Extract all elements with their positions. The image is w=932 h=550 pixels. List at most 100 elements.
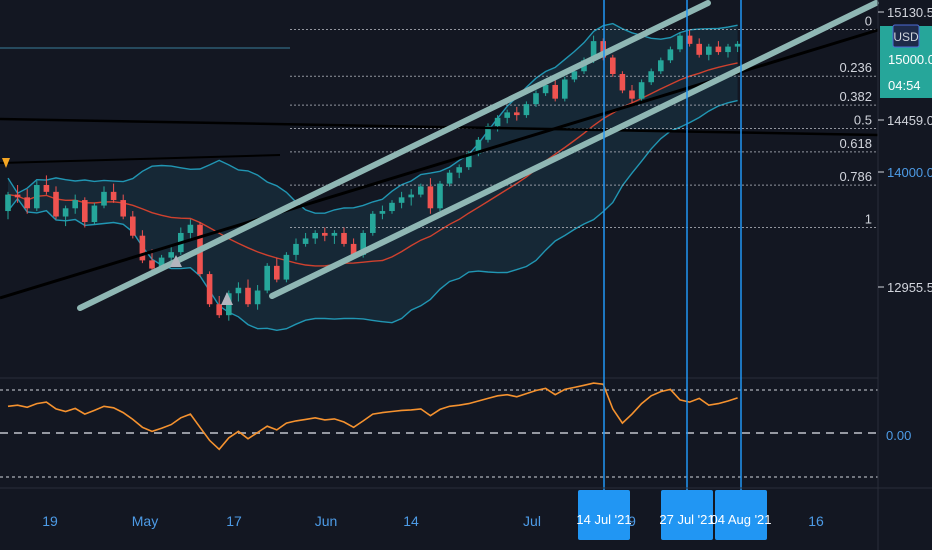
- candle: [629, 84, 635, 105]
- candle-body: [14, 194, 21, 198]
- candle: [312, 230, 318, 244]
- candle: [91, 202, 98, 225]
- candle-body: [5, 194, 11, 212]
- candle: [619, 71, 626, 94]
- candle-body: [706, 46, 712, 55]
- candle: [638, 79, 645, 102]
- candle: [686, 30, 693, 47]
- candle-body: [302, 238, 309, 244]
- candle-body: [274, 265, 280, 280]
- candle: [427, 178, 434, 214]
- candle: [734, 41, 741, 53]
- candles: [5, 30, 741, 321]
- candle: [341, 227, 347, 247]
- price-tick-label: 14000.00: [887, 165, 932, 180]
- candle-body: [34, 185, 40, 209]
- candle: [283, 252, 290, 283]
- date-marker-badge: [578, 490, 630, 540]
- candle-body: [389, 202, 395, 212]
- candle-body: [619, 74, 626, 91]
- candle: [677, 32, 683, 53]
- candle-body: [542, 84, 549, 94]
- currency-label: USD: [893, 30, 919, 44]
- price-tick-label: 14459.00: [887, 113, 932, 128]
- time-axis-label: Jul: [523, 513, 541, 529]
- candle-body: [350, 243, 357, 255]
- time-axis[interactable]: 19 May 17 Jun 14 Jul 9 16: [0, 487, 932, 529]
- candle-body: [610, 57, 616, 74]
- candle: [34, 180, 40, 212]
- candle: [245, 279, 251, 307]
- candle-body: [283, 254, 290, 280]
- time-axis-label: 16: [808, 513, 824, 529]
- candle-body: [562, 79, 568, 99]
- candle-body: [331, 232, 338, 236]
- candle-body: [130, 216, 136, 236]
- candle-body: [293, 243, 299, 255]
- candle-body: [235, 287, 242, 294]
- candle: [62, 205, 69, 227]
- candle: [110, 183, 117, 203]
- candle-body: [216, 304, 222, 316]
- candle: [274, 257, 280, 283]
- candle-body: [552, 84, 558, 99]
- candle-body: [677, 35, 683, 50]
- fib-level-label: 0.382: [839, 89, 872, 104]
- candle-body: [139, 235, 146, 261]
- candle: [206, 271, 213, 307]
- candle-body: [62, 208, 69, 217]
- candle-body: [341, 232, 347, 244]
- candle-body: [254, 290, 261, 305]
- signal-arrow-down: [2, 158, 10, 168]
- candle: [715, 41, 722, 55]
- candle: [658, 57, 664, 74]
- candle: [485, 123, 491, 143]
- candle-body: [312, 232, 318, 239]
- date-marker-label: 14 Jul '21: [576, 512, 631, 527]
- candle: [216, 296, 222, 318]
- candle-body: [149, 260, 155, 269]
- trend-drawings[interactable]: [0, 0, 879, 311]
- candle: [322, 227, 328, 242]
- candle-body: [168, 252, 174, 258]
- candle: [82, 197, 88, 228]
- fib-level-label: 0: [865, 13, 872, 28]
- date-marker-badge: [661, 490, 713, 540]
- price-axis[interactable]: 15130.50 14459.00 14000.00 12955.50 15000.00…: [877, 0, 932, 550]
- candle: [130, 211, 136, 239]
- time-axis-label: May: [132, 513, 158, 529]
- candle-body: [418, 186, 424, 195]
- candle-body: [379, 211, 386, 214]
- candle: [514, 106, 520, 121]
- candle: [696, 38, 702, 58]
- candle: [5, 191, 11, 220]
- candle-body: [437, 183, 443, 209]
- candle: [446, 169, 453, 187]
- candle-body: [360, 232, 366, 255]
- candle-body: [245, 287, 251, 305]
- fibonacci-retracement[interactable]: 0 0.236 0.382 0.5 0.618 0.786 1: [0, 13, 878, 228]
- candle: [504, 109, 510, 124]
- candle: [437, 180, 443, 212]
- candle-body: [370, 213, 376, 233]
- date-marker-badge: [715, 490, 767, 540]
- candle-body: [514, 112, 520, 116]
- countdown-label: 04:54: [888, 78, 921, 93]
- last-price-value: 15000.00: [888, 52, 932, 67]
- candle-body: [475, 139, 482, 154]
- date-marker-label: 27 Jul '21: [659, 512, 714, 527]
- candle-body: [696, 43, 702, 55]
- time-axis-label: 14: [403, 513, 419, 529]
- candle-body: [725, 46, 731, 53]
- candle: [552, 79, 558, 102]
- signal-arrow-up: [170, 255, 182, 267]
- candle: [370, 211, 376, 236]
- candle-body: [158, 257, 165, 269]
- candle-body: [494, 117, 501, 127]
- candle: [389, 200, 395, 214]
- trend-line: [0, 154, 281, 164]
- candle-body: [82, 200, 88, 222]
